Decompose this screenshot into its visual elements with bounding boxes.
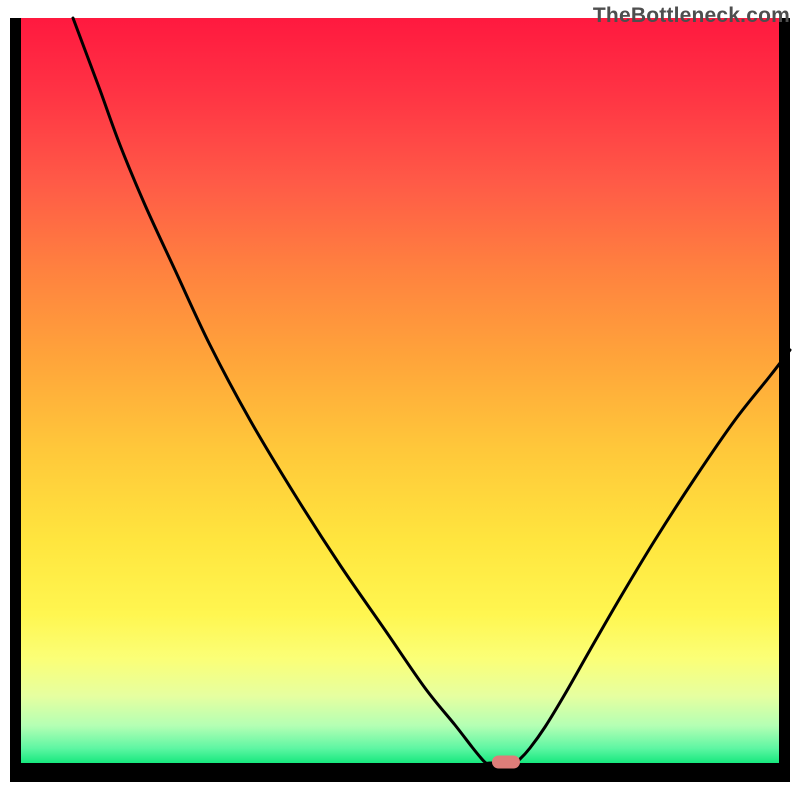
chart-stage: TheBottleneck.com: [0, 0, 800, 800]
frame-right: [779, 18, 790, 782]
watermark-text: TheBottleneck.com: [593, 4, 790, 28]
frame-left: [10, 18, 21, 782]
bottleneck-curve-chart: [0, 0, 800, 800]
optimal-point-marker: [492, 756, 520, 769]
frame-bottom: [10, 763, 790, 782]
